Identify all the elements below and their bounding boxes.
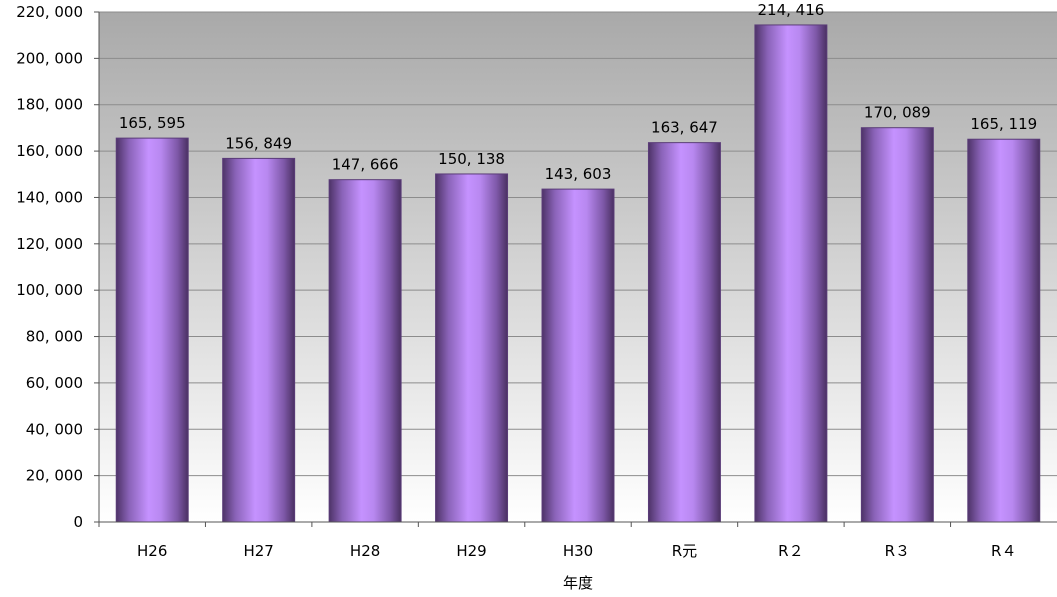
bar <box>222 157 296 523</box>
x-tick-label: H27 <box>243 542 273 560</box>
x-tick-label: H29 <box>456 542 486 560</box>
x-axis-ticks: H26 H27 H28 H29 H30 R元 R２ R３ R４ <box>98 522 1016 560</box>
x-axis-title: 年度 <box>563 574 593 592</box>
bar <box>754 24 828 523</box>
data-label: 150, 138 <box>438 150 505 168</box>
bar <box>647 142 721 523</box>
data-label: 170, 089 <box>864 104 931 122</box>
data-label: 165, 595 <box>119 114 186 132</box>
data-label: 143, 603 <box>545 165 612 183</box>
y-tick-label: 140, 000 <box>16 188 83 206</box>
x-tick-label: H28 <box>350 542 380 560</box>
bar <box>115 137 189 523</box>
y-axis-ticks: 0 20, 000 40, 000 60, 000 80, 000 100, 000 120… <box>16 3 99 531</box>
y-tick-label: 80, 000 <box>26 328 83 346</box>
y-tick-label: 120, 000 <box>16 235 83 253</box>
bars <box>115 24 1041 523</box>
bar <box>967 138 1041 523</box>
data-label: 214, 416 <box>757 1 824 19</box>
bar <box>328 179 402 523</box>
x-tick-label: R３ <box>885 542 910 560</box>
y-tick-label: 0 <box>73 513 83 531</box>
data-label: 156, 849 <box>225 134 292 152</box>
bar <box>435 173 509 523</box>
x-tick-label: H26 <box>137 542 167 560</box>
data-label: 165, 119 <box>970 115 1037 133</box>
y-tick-label: 40, 000 <box>26 420 83 438</box>
data-labels: 165, 595 156, 849 147, 666 150, 138 143, 603… <box>119 1 1037 183</box>
bar <box>541 188 615 523</box>
y-tick-label: 200, 000 <box>16 49 83 67</box>
x-tick-label: H30 <box>563 542 593 560</box>
x-tick-label: R２ <box>778 542 803 560</box>
y-tick-label: 60, 000 <box>26 374 83 392</box>
y-tick-label: 160, 000 <box>16 142 83 160</box>
bar <box>860 127 934 523</box>
y-tick-label: 220, 000 <box>16 3 83 21</box>
y-tick-label: 100, 000 <box>16 281 83 299</box>
x-tick-label: R４ <box>991 542 1016 560</box>
y-tick-label: 20, 000 <box>26 467 83 485</box>
data-label: 163, 647 <box>651 119 718 137</box>
data-label: 147, 666 <box>332 156 399 174</box>
y-tick-label: 180, 000 <box>16 96 83 114</box>
x-tick-label: R元 <box>672 542 697 560</box>
